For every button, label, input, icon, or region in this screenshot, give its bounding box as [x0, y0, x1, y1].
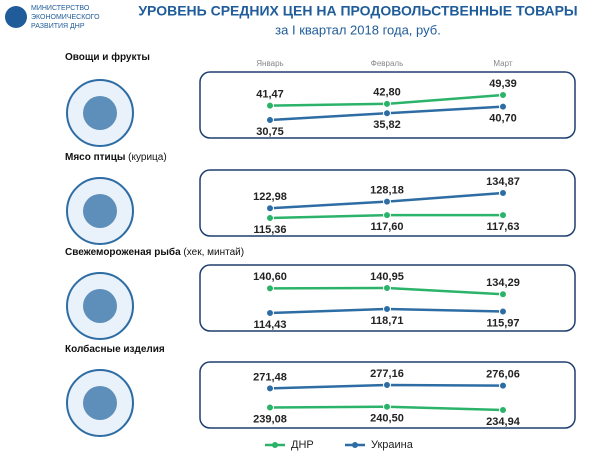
chart-title-text: Овощи и фрукты	[65, 51, 150, 63]
data-point	[499, 102, 507, 111]
value-label: 40,70	[489, 113, 517, 125]
panel	[199, 264, 576, 332]
chart-title: Колбасные изделия	[65, 343, 165, 355]
legend-label: ДНР	[291, 439, 314, 451]
chart-title-text: Мясо птицы	[65, 152, 125, 163]
value-label: 276,06	[486, 369, 520, 381]
data-point	[266, 204, 274, 213]
chart-subtitle: (хек, минтай)	[183, 247, 244, 258]
logo: МИНИСТЕРСТВО ЭКОНОМИЧЕСКОГО РАЗВИТИЯ ДНР	[5, 5, 100, 30]
value-label: 117,63	[486, 221, 519, 233]
logo-text: ЭКОНОМИЧЕСКОГО	[31, 14, 100, 21]
value-label: 42,80	[373, 87, 401, 99]
data-point	[499, 406, 507, 414]
value-label: 128,18	[370, 184, 404, 196]
value-label: 41,47	[256, 89, 284, 101]
value-label: 134,29	[486, 277, 520, 289]
data-point	[266, 101, 274, 110]
chart-title-text: Свежемороженая рыба	[65, 246, 181, 258]
value-label: 114,43	[253, 319, 286, 331]
value-label: 49,39	[489, 78, 517, 90]
data-point	[266, 214, 274, 222]
chart-title: Овощи и фрукты	[65, 51, 150, 63]
logo-text: МИНИСТЕРСТВО	[31, 5, 90, 12]
value-label: 134,87	[486, 176, 520, 188]
chart-title: Свежемороженая рыба (хек, минтай)	[65, 246, 244, 258]
icon-shape	[83, 386, 117, 420]
legend-label: Украина	[371, 439, 414, 451]
icon-shape	[83, 194, 117, 228]
data-point	[499, 211, 507, 220]
data-point	[266, 403, 274, 412]
data-point	[499, 189, 507, 197]
icon-shape	[83, 96, 117, 130]
data-point	[383, 197, 391, 206]
value-label: 277,16	[370, 368, 404, 380]
data-point	[266, 284, 274, 293]
data-point	[383, 402, 391, 411]
value-label: 234,94	[486, 416, 521, 428]
logo-emblem	[5, 6, 27, 28]
logo-text: РАЗВИТИЯ ДНР	[31, 23, 85, 30]
value-label: 117,60	[370, 221, 403, 233]
chart-title-text: Колбасные изделия	[65, 343, 165, 355]
value-label: 271,48	[253, 371, 287, 383]
chart-title: Мясо птицы (курица)	[65, 152, 167, 163]
data-point	[383, 304, 391, 313]
data-point	[499, 91, 507, 99]
value-label: 118,71	[370, 315, 403, 327]
panel	[199, 71, 576, 139]
data-point	[383, 99, 391, 108]
value-label: 140,60	[253, 271, 287, 283]
value-label: 30,75	[256, 126, 284, 138]
data-point	[383, 284, 391, 292]
panel	[199, 169, 576, 237]
data-point	[266, 309, 274, 317]
value-label: 240,50	[370, 413, 404, 425]
month-label: Январь	[256, 59, 283, 68]
month-label: Март	[493, 59, 512, 68]
data-point	[266, 116, 274, 124]
data-point	[383, 211, 391, 220]
legend-marker	[272, 442, 278, 448]
value-label: 35,82	[373, 119, 401, 131]
data-point	[499, 381, 507, 390]
data-point	[499, 307, 507, 316]
page-title: УРОВЕНЬ СРЕДНИХ ЦЕН НА ПРОДОВОЛЬСТВЕННЫЕ…	[138, 3, 577, 19]
value-label: 239,08	[253, 413, 287, 425]
icon-shape	[83, 289, 117, 323]
value-label: 122,98	[253, 191, 287, 203]
month-label: Февраль	[371, 59, 404, 68]
legend-marker	[352, 442, 358, 448]
value-label: 115,36	[253, 224, 286, 236]
value-label: 115,97	[486, 317, 519, 329]
data-point	[499, 290, 507, 299]
data-point	[383, 381, 391, 389]
page-subtitle: за I квартал 2018 года, руб.	[275, 22, 441, 37]
chart-subtitle: (курица)	[128, 152, 166, 163]
panel	[199, 361, 576, 429]
data-point	[383, 109, 391, 118]
value-label: 140,95	[370, 271, 404, 283]
data-point	[266, 384, 274, 393]
